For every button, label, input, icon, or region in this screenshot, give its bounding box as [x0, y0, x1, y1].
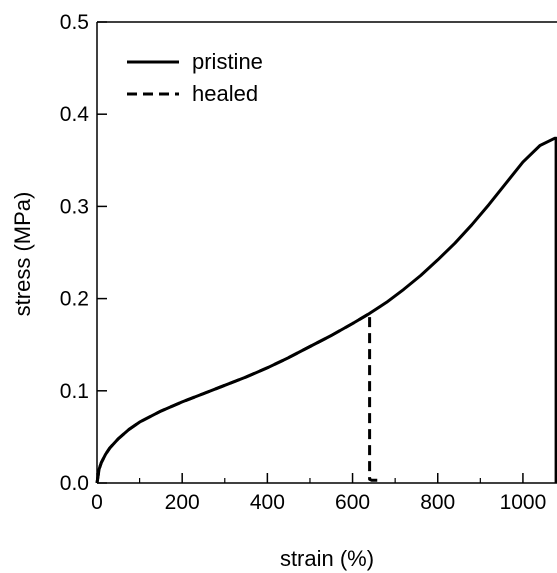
- x-tick-label: 1000: [500, 491, 547, 514]
- x-axis-label: strain (%): [280, 546, 374, 571]
- x-tick-label: 400: [250, 491, 285, 514]
- y-axis-label: stress (MPa): [10, 192, 35, 317]
- legend-label-healed: healed: [192, 81, 258, 106]
- series-layer: [95, 136, 557, 484]
- legend: pristine healed: [127, 49, 263, 106]
- x-tick-label: 600: [335, 491, 370, 514]
- x-tick-label: 200: [165, 491, 200, 514]
- y-tick-label: 0.1: [60, 380, 89, 403]
- legend-label-pristine: pristine: [192, 49, 263, 74]
- plot-frame: [96, 21, 557, 484]
- y-axis-ticks: 0.0 0.1 0.2 0.3 0.4 0.5: [60, 11, 107, 495]
- x-tick-label: 800: [420, 491, 455, 514]
- y-tick-label: 0.0: [60, 472, 89, 495]
- y-tick-label: 0.4: [60, 103, 90, 126]
- x-axis-ticks: 0 200 400 600 800 1000: [91, 473, 546, 514]
- y-tick-label: 0.2: [60, 288, 89, 311]
- y-tick-label: 0.3: [60, 195, 89, 218]
- x-tick-label: 0: [91, 491, 103, 514]
- series-line-pristine: [95, 136, 557, 484]
- y-tick-label: 0.5: [60, 11, 89, 34]
- series-line-healed: [95, 311, 379, 484]
